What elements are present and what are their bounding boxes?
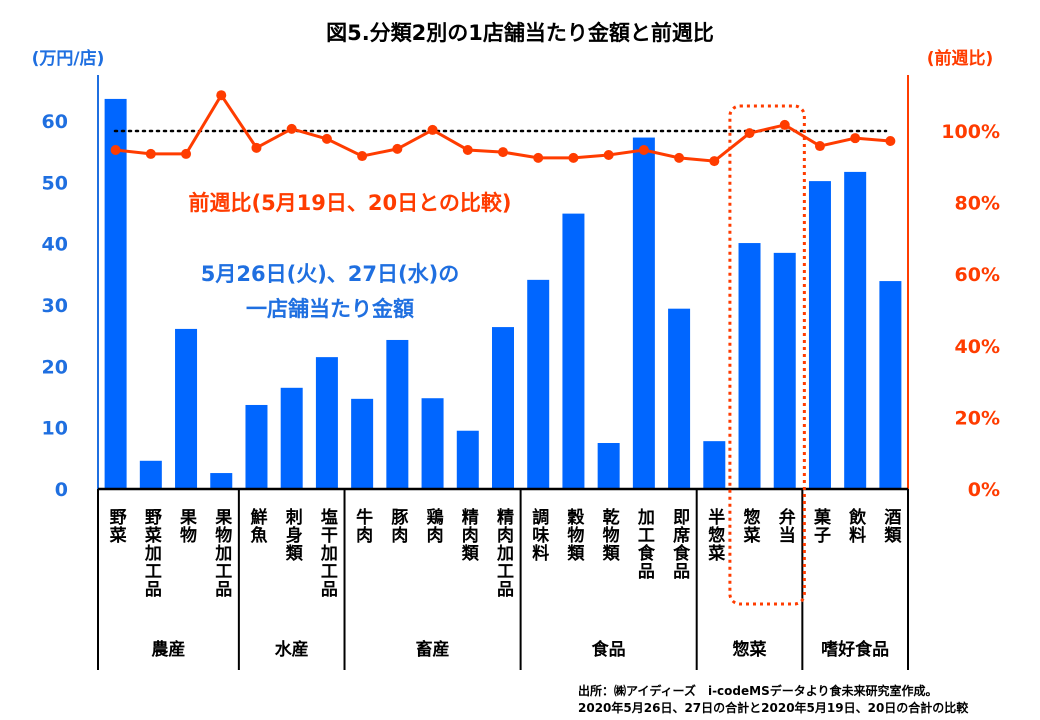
group-label: 食品: [592, 639, 626, 660]
ratio-point: [603, 149, 614, 160]
bar: [386, 339, 409, 489]
bar: [562, 213, 585, 489]
category-label: 牛肉: [352, 507, 373, 544]
bar: [738, 243, 761, 489]
ratio-point: [568, 152, 579, 163]
category-label: 弁当: [775, 507, 796, 544]
group-label: 惣菜: [733, 639, 768, 660]
bar: [808, 181, 831, 489]
bar: [632, 137, 655, 489]
source-line-1: 出所：㈱アイディーズ i-codeMSデータより食未来研究室作成。: [578, 683, 938, 698]
ratio-point: [357, 151, 368, 162]
category-label: 加工食品: [634, 508, 656, 580]
category-label: 調味料: [528, 507, 549, 562]
bar: [245, 404, 268, 489]
ratio-point: [110, 144, 121, 155]
ratio-point: [533, 152, 544, 163]
group-label: 嗜好食品: [821, 639, 889, 660]
category-label: 穀物類: [563, 508, 585, 562]
legend-bar-label-1: 5月26日(火)、27日(水)の: [201, 262, 459, 286]
legend-line-label: 前週比(5月19日、20日との比較): [188, 191, 511, 215]
y-tick-label: 10: [42, 418, 68, 440]
highlight-box: [728, 104, 806, 606]
bar: [844, 171, 867, 489]
ratio-point: [638, 144, 649, 155]
category-label: 惣菜: [740, 507, 762, 544]
bar: [210, 473, 233, 489]
source-line-2: 2020年5月26日、27日の合計と2020年5月19日、20日の合計の比較: [578, 700, 969, 715]
category-label: 精肉加工品: [493, 507, 515, 598]
legend-bar-label-2: 一店舗当たり金額: [246, 297, 414, 321]
y2-tick-label: 20%: [955, 407, 1000, 429]
ratio-point: [814, 141, 825, 152]
category-label: 野菜加工品: [141, 508, 163, 598]
ratio-point: [216, 90, 227, 101]
category-label: 塩干加工品: [317, 507, 339, 598]
ratio-point: [779, 119, 790, 130]
ratio-point: [709, 156, 720, 167]
category-label: 菓子: [810, 508, 832, 544]
bar: [703, 441, 726, 489]
category-label: 飲料: [845, 507, 867, 544]
ratio-point: [286, 123, 297, 134]
y-tick-label: 20: [42, 356, 68, 378]
bar: [773, 252, 796, 489]
category-label: 野菜: [106, 508, 128, 544]
y2-tick-label: 60%: [955, 264, 1000, 286]
y2-tick-label: 100%: [941, 121, 1000, 143]
category-label: 半惣菜: [704, 507, 726, 562]
category-label: 精肉類: [458, 507, 480, 562]
ratio-point: [885, 136, 896, 147]
category-label: 鮮魚: [246, 507, 267, 544]
category-label: 果物加工品: [211, 508, 233, 598]
ratio-point: [427, 124, 438, 135]
group-label: 水産: [275, 639, 309, 660]
bar: [315, 357, 338, 489]
bar: [351, 398, 374, 489]
ratio-point: [850, 133, 861, 144]
group-label: 農産: [151, 639, 185, 660]
bar: [456, 430, 479, 489]
bar: [597, 443, 620, 489]
ratio-point: [744, 128, 755, 139]
ratio-point: [462, 144, 473, 155]
bar: [104, 98, 127, 490]
ratio-point: [321, 133, 332, 144]
category-label: 刺身類: [282, 507, 304, 562]
ratio-point: [674, 152, 685, 163]
bar: [527, 279, 550, 489]
y-tick-label: 50: [42, 172, 68, 194]
y2-tick-label: 0%: [968, 479, 1000, 501]
bar: [668, 308, 691, 489]
ratio-point: [498, 147, 508, 158]
bar: [421, 398, 444, 489]
group-label: 畜産: [416, 639, 450, 660]
ratio-point: [251, 142, 262, 153]
category-label: 即席食品: [669, 508, 690, 580]
y2-tick-label: 40%: [955, 336, 1000, 358]
ratio-point: [392, 143, 403, 154]
bar: [139, 460, 162, 489]
y-axis-label: (万円/店): [32, 48, 105, 69]
category-label: 豚肉: [387, 508, 408, 544]
category-label: 果物: [176, 508, 197, 544]
category-label: 鶏肉: [423, 507, 444, 544]
bar: [280, 387, 303, 489]
category-label: 乾物類: [599, 507, 621, 562]
bar: [492, 327, 514, 489]
y-tick-label: 0: [55, 479, 68, 501]
y-tick-label: 30: [42, 295, 68, 317]
y2-tick-label: 80%: [955, 193, 1000, 215]
bar: [879, 281, 902, 489]
category-label: 酒類: [880, 507, 902, 544]
bar: [175, 328, 198, 489]
y-tick-label: 60: [42, 111, 68, 133]
chart-title: 図5.分類2別の1店舗当たり金額と前週比: [326, 21, 714, 45]
ratio-point: [181, 148, 192, 159]
y-tick-label: 40: [42, 234, 68, 256]
y2-axis-label: (前週比): [927, 48, 994, 69]
ratio-point: [145, 148, 156, 159]
